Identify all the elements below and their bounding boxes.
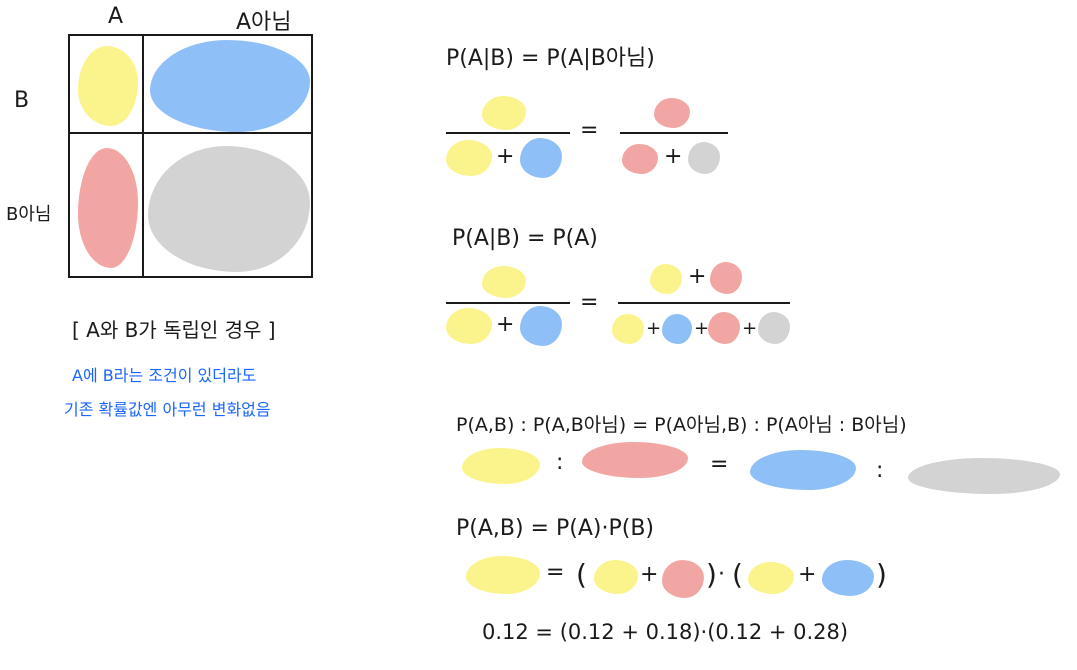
eq2-plus-5: + (742, 318, 758, 339)
caption: [ A와 B가 독립인 경우 ] (72, 318, 276, 342)
eq1-den-left-yellow (446, 140, 492, 176)
eq3-gray (908, 458, 1060, 494)
eq2-equals: = (580, 290, 599, 315)
equation-2: P(A|B) = P(A) (452, 226, 598, 251)
col-header-not-a: A아님 (236, 10, 292, 35)
eq1-fraction-right (620, 132, 728, 134)
cell-nota-and-b-blue (150, 40, 310, 132)
eq2-num-left-yellow (482, 266, 526, 298)
eq4-plus-2: + (798, 562, 817, 587)
eq2-den-right-red (708, 312, 740, 344)
eq4-lparen-2: ( (732, 558, 743, 591)
eq2-fraction-left (446, 302, 570, 304)
eq2-num-right-red (710, 262, 742, 294)
eq1-plus-2: + (664, 144, 683, 169)
note-line-2: 기존 확률값엔 아무런 변화없음 (64, 400, 271, 419)
eq2-den-right-yellow (612, 314, 644, 344)
eq4-rparen-2: ) (876, 558, 887, 591)
eq4-dot: · (718, 562, 725, 587)
eq1-fraction-left (446, 132, 570, 134)
eq2-plus-1: + (496, 312, 515, 337)
eq1-equals: = (580, 118, 599, 143)
eq4-rparen-1: ) (706, 558, 717, 591)
eq4-blue (822, 560, 874, 596)
eq2-den-left-yellow (446, 308, 492, 344)
eq1-num-left-yellow (482, 96, 526, 130)
cell-a-and-b-yellow (78, 46, 138, 126)
eq2-plus-4: + (694, 318, 710, 339)
eq4-equals: = (546, 560, 565, 585)
contingency-table (68, 34, 313, 278)
eq3-colon-2: : (876, 458, 884, 483)
eq4-red (662, 560, 704, 598)
equation-4: P(A,B) = P(A)·P(B) (456, 516, 654, 541)
eq3-colon-1: : (556, 450, 564, 475)
eq4-lparen-1: ( (576, 558, 587, 591)
eq3-blue (750, 450, 856, 490)
eq4-yellow-3 (748, 562, 794, 594)
eq3-yellow (462, 448, 540, 484)
eq1-num-right-red (654, 98, 690, 128)
eq1-den-left-blue (520, 138, 562, 178)
row-header-not-b: B아님 (6, 204, 52, 225)
eq2-den-right-blue (662, 314, 692, 344)
eq3-red (582, 442, 688, 478)
eq4-plus-1: + (640, 562, 659, 587)
cell-a-and-notb-red (78, 148, 138, 268)
eq2-den-left-blue (520, 306, 562, 346)
eq4-yellow (466, 556, 540, 594)
eq4-yellow-2 (594, 560, 638, 594)
eq2-fraction-right (618, 302, 790, 304)
equation-1: P(A|B) = P(A|B아님) (446, 46, 655, 71)
row-header-b: B (14, 88, 30, 113)
eq2-den-right-gray (758, 312, 790, 344)
equation-3: P(A,B) : P(A,B아님) = P(A아님,B) : P(A아님 : B… (456, 414, 907, 436)
eq2-plus-3: + (646, 318, 662, 339)
eq2-num-right-yellow (650, 264, 682, 294)
note-line-1: A에 B라는 조건이 있더라도 (72, 366, 257, 385)
eq1-plus-1: + (496, 144, 515, 169)
eq1-den-right-gray (688, 142, 720, 174)
table-vertical-divider (142, 36, 144, 276)
cell-nota-and-notb-gray (148, 146, 310, 272)
table-horizontal-divider (70, 132, 311, 134)
numeric-example: 0.12 = (0.12 + 0.18)·(0.12 + 0.28) (482, 620, 849, 644)
col-header-a: A (108, 4, 124, 29)
eq1-den-right-red (622, 144, 658, 174)
eq3-equals: = (710, 452, 729, 477)
eq2-plus-2: + (688, 264, 707, 289)
